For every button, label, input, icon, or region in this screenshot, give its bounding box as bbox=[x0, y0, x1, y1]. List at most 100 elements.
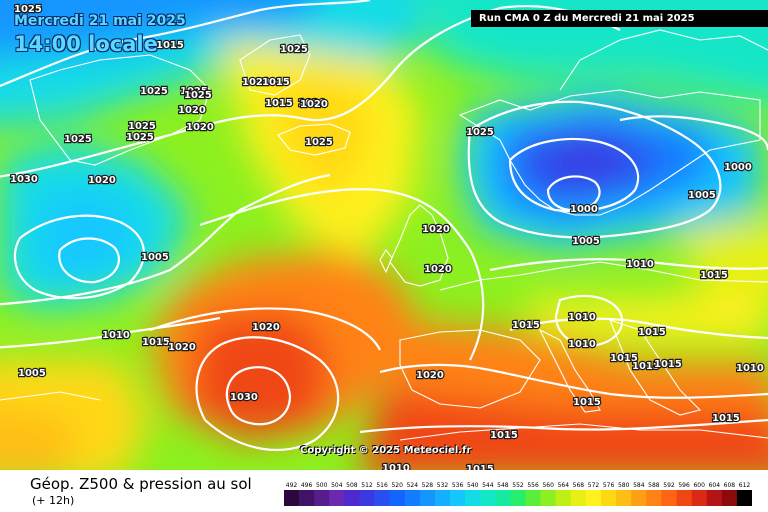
isobar-label: 1020 bbox=[300, 99, 328, 110]
coastlines bbox=[0, 29, 768, 441]
isobar-label: 1025 bbox=[64, 134, 92, 145]
legend-color-swatch bbox=[284, 490, 300, 506]
isobar-label: 1020 bbox=[168, 342, 196, 353]
legend-color-swatch bbox=[601, 490, 617, 506]
legend-color-swatch bbox=[359, 490, 375, 506]
legend-color-swatch bbox=[465, 490, 481, 506]
isobar-label: 1025 bbox=[140, 86, 168, 97]
legend-color-swatch bbox=[555, 490, 572, 506]
legend-tick-label: 556 bbox=[527, 482, 539, 489]
legend-tick-label: 612 bbox=[739, 482, 751, 489]
isobar-label: 1015 bbox=[512, 320, 540, 331]
isobar-label: 1010 bbox=[382, 463, 410, 470]
legend-color-swatch bbox=[646, 490, 662, 506]
legend-tick-label: 504 bbox=[331, 482, 343, 489]
legend-color-swatch bbox=[450, 490, 466, 506]
legend-color-swatch bbox=[419, 490, 436, 506]
legend-color-swatch bbox=[540, 490, 556, 506]
legend-tick-label: 572 bbox=[588, 482, 600, 489]
isobar-label: 1020 bbox=[416, 370, 444, 381]
isobar-label: 1015 bbox=[490, 430, 518, 441]
legend-tick-label: 592 bbox=[663, 482, 675, 489]
isobar-label: 1020 bbox=[186, 122, 214, 133]
legend-color-swatch bbox=[435, 490, 451, 506]
isobar-label: 1015 bbox=[265, 98, 293, 109]
legend-color-swatch bbox=[676, 490, 692, 506]
isobar-label: 1010 bbox=[568, 312, 596, 323]
isobar-label: 1015 bbox=[262, 77, 290, 88]
legend-tick-label: 532 bbox=[437, 482, 449, 489]
legend-color-swatch bbox=[721, 490, 738, 506]
isobar-label: 1025 bbox=[14, 4, 42, 15]
isobar-label: 1025 bbox=[180, 86, 208, 97]
legend-tick-label: 600 bbox=[693, 482, 705, 489]
legend-color-swatch bbox=[736, 490, 752, 506]
isobar-label: 1015 bbox=[700, 270, 728, 281]
isobar-label: 1000 bbox=[570, 204, 598, 215]
legend-tick-label: 536 bbox=[452, 482, 464, 489]
isobar-label: 1020 bbox=[252, 322, 280, 333]
isobar-label: 1005 bbox=[572, 236, 600, 247]
isobar-label: 1015 bbox=[638, 327, 666, 338]
legend-tick-label: 576 bbox=[603, 482, 615, 489]
legend-tick-label: 528 bbox=[422, 482, 434, 489]
isobar-label: 1030 bbox=[10, 174, 38, 185]
legend-color-swatch bbox=[329, 490, 345, 506]
isobar-label: 1030 bbox=[230, 392, 258, 403]
isobar-label: 1025 bbox=[126, 132, 154, 143]
legend-tick-label: 548 bbox=[497, 482, 509, 489]
color-scale-legend: 492 496 500 504 508 512 516 520 524 528 532 536 540 5… bbox=[284, 482, 752, 506]
legend-tick-label: 608 bbox=[724, 482, 736, 489]
legend-tick-label: 512 bbox=[361, 482, 373, 489]
legend-color-swatch bbox=[691, 490, 707, 506]
legend-color-swatch bbox=[314, 490, 330, 506]
legend-color-swatch bbox=[480, 490, 496, 506]
isobar-label: 1005 bbox=[688, 190, 716, 201]
model-run-label: Run CMA 0 Z du Mercredi 21 mai 2025 bbox=[471, 10, 768, 27]
isobar-label: 1015 bbox=[573, 397, 601, 408]
isobar-label: 1015 bbox=[654, 359, 682, 370]
chart-title: Géop. Z500 & pression au sol bbox=[30, 475, 252, 493]
isobar-label: 1020 bbox=[424, 264, 452, 275]
legend-color-swatch bbox=[374, 490, 390, 506]
forecast-time: 14:00 locale bbox=[14, 32, 158, 56]
isobar-label: 1005 bbox=[141, 252, 169, 263]
isobar-label: 1000 bbox=[724, 162, 752, 173]
legend-color-swatch bbox=[570, 490, 587, 506]
isobar-label: 1005 bbox=[18, 368, 46, 379]
legend-color-swatch bbox=[706, 490, 723, 506]
legend-tick-label: 568 bbox=[573, 482, 585, 489]
legend-tick-label: 584 bbox=[633, 482, 645, 489]
legend-color-swatch bbox=[404, 490, 421, 506]
legend-tick-label: 564 bbox=[558, 482, 570, 489]
isobars bbox=[0, 0, 768, 452]
isobar-label: 1010 bbox=[736, 363, 764, 374]
isobar-label: 1025 bbox=[305, 137, 333, 148]
legend-tick-label: 588 bbox=[648, 482, 660, 489]
forecast-date: Mercredi 21 mai 2025 bbox=[14, 13, 186, 29]
isobar-label: 1025 bbox=[466, 127, 494, 138]
isobar-label: 1025 bbox=[184, 90, 212, 101]
copyright-notice: Copyright © 2025 Meteociel.fr bbox=[300, 445, 472, 456]
legend-tick-label: 508 bbox=[346, 482, 358, 489]
isobar-label: 1010 bbox=[626, 259, 654, 270]
legend-tick-label: 492 bbox=[286, 482, 298, 489]
legend-tick-label: 524 bbox=[407, 482, 419, 489]
isobar-label: 1010 bbox=[102, 330, 130, 341]
legend-tick-label: 604 bbox=[709, 482, 721, 489]
legend-tick-label: 544 bbox=[482, 482, 494, 489]
isobar-label: 1020 bbox=[242, 77, 270, 88]
isobar-label: 1020 bbox=[422, 224, 450, 235]
forecast-step: (+ 12h) bbox=[32, 494, 75, 507]
isobar-label: 1015 bbox=[466, 464, 494, 470]
isobar-label: 1015 bbox=[712, 413, 740, 424]
legend-color-swatch bbox=[299, 490, 315, 506]
isobar-label: 1025 bbox=[128, 121, 156, 132]
legend-tick-label: 516 bbox=[376, 482, 388, 489]
legend-color-swatch bbox=[661, 490, 677, 506]
isobar-label: 1015 bbox=[610, 353, 638, 364]
legend-color-swatch bbox=[389, 490, 406, 506]
